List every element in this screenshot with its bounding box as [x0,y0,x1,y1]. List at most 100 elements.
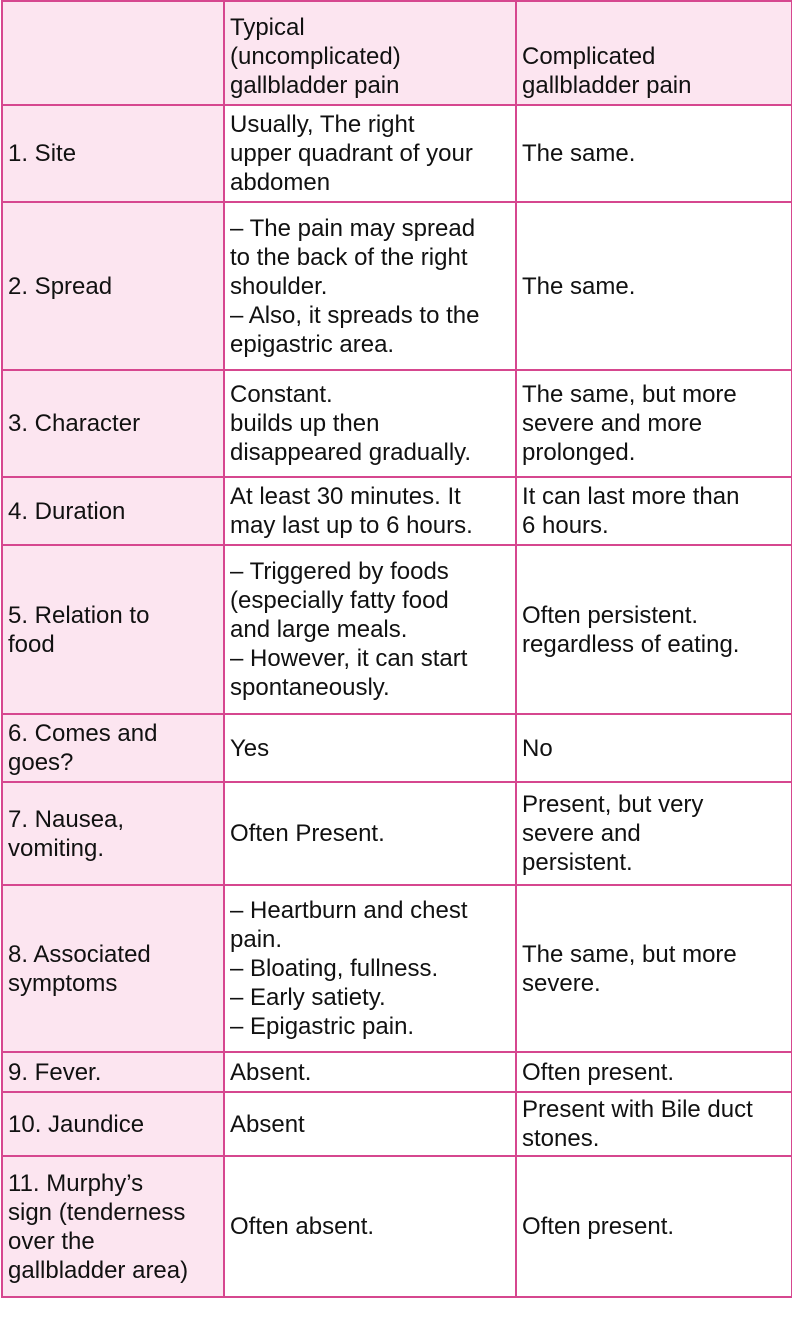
cell-text-line: 4. Duration [8,497,126,525]
cell-text-line: over the [8,1227,95,1255]
cell-text-line: – Early satiety. [230,984,386,1011]
row-label-cell: 9. Fever. [1,1051,225,1093]
typical-pain-cell: Absent. [223,1051,517,1093]
cell-text-line: Complicated [522,43,656,70]
complicated-pain-cell: The same. [515,201,792,371]
table-row: 1. Site Usually, The right upper quadrant … [1,104,792,203]
cell-text-line: – However, it can start [230,645,468,672]
comparison-table-container: Typical (uncomplicated) gallbladder pain C… [1,0,792,1298]
cell-text-line: to the back of the right [230,243,468,271]
cell-text-line: Constant. [230,381,333,408]
cell-text-line: – Also, it spreads to the [230,301,480,329]
cell-text-line: food [8,630,55,658]
complicated-pain-cell: Present, but very severe and persistent. [515,781,792,886]
gallbladder-pain-comparison-table: Typical (uncomplicated) gallbladder pain C… [1,0,792,1298]
row-label-cell: 3. Character [1,369,225,478]
row-label-cell: 5. Relation to food [1,544,225,715]
table-row: 3. Character Constant. builds up then disap… [1,369,792,478]
typical-pain-cell: Constant. builds up then disappeared gradu… [223,369,517,478]
cell-text-line: severe and [522,820,641,847]
cell-text-line: – Heartburn and chest [230,897,468,924]
cell-text-line: gallbladder pain [230,72,400,99]
table-row: 10. Jaundice Absent Present with Bile duct… [1,1091,792,1157]
cell-text-line: pain. [230,926,283,953]
row-label-cell: 2. Spread [1,201,225,371]
cell-text-line: The same, but more [522,940,737,968]
typical-pain-cell: Often Present. [223,781,517,886]
complicated-pain-cell: It can last more than 6 hours. [515,476,792,546]
typical-pain-cell: – The pain may spread to the back of the … [223,201,517,371]
complicated-pain-cell: Often persistent. regardless of eating. [515,544,792,715]
cell-text-line: 1. Site [8,140,77,167]
cell-text-line: sign (tenderness [8,1198,186,1226]
cell-text-line: 6. Comes and [8,720,158,747]
header-complicated: Complicated gallbladder pain [515,0,792,106]
typical-pain-cell: – Heartburn and chest pain. – Bloating, fu… [223,884,517,1053]
cell-text-line: Often present. [522,1213,675,1240]
row-label-cell: 8. Associated symptoms [1,884,225,1053]
typical-pain-cell: – Triggered by foods (especially fatty fo… [223,544,517,715]
cell-text-line: shoulder. [230,272,328,300]
cell-text-line: upper quadrant of your [230,140,473,167]
complicated-pain-cell: Present with Bile duct stones. [515,1091,792,1157]
cell-text-line: – Epigastric pain. [230,1013,415,1040]
row-label-cell: 6. Comes and goes? [1,713,225,783]
cell-text-line: (uncomplicated) [230,43,401,70]
row-label-cell: 7. Nausea, vomiting. [1,781,225,886]
cell-text-line: 8. Associated [8,940,151,968]
cell-text-line: 6 hours. [522,512,609,539]
cell-text-line: abdomen [230,169,331,196]
cell-text-line: 9. Fever. [8,1058,102,1086]
table-row: 8. Associated symptoms – Heartburn and che… [1,884,792,1053]
complicated-pain-cell: The same. [515,104,792,203]
typical-pain-cell: Often absent. [223,1155,517,1298]
cell-text-line: It can last more than [522,483,740,510]
table-row: 2. Spread – The pain may spread to the bac… [1,201,792,371]
cell-text-line: – Triggered by foods [230,558,449,585]
complicated-pain-cell: The same, but more severe. [515,884,792,1053]
complicated-pain-cell: Often present. [515,1051,792,1093]
row-label-cell: 10. Jaundice [1,1091,225,1157]
cell-text-line: may last up to 6 hours. [230,512,473,539]
header-empty-cell [1,0,225,106]
cell-text-line: 10. Jaundice [8,1110,145,1138]
cell-text-line: Present with Bile duct [522,1096,753,1123]
cell-text-line: severe and more [522,410,703,437]
typical-pain-cell: Yes [223,713,517,783]
cell-text-line: symptoms [8,969,118,997]
complicated-pain-cell: No [515,713,792,783]
cell-text-line: Absent [230,1110,305,1138]
cell-text-line: persistent. [522,849,633,876]
cell-text-line: No [522,734,553,762]
cell-text-line: – The pain may spread [230,214,476,242]
cell-text-line: Often Present. [230,820,385,847]
cell-text-line: gallbladder area) [8,1256,189,1284]
row-label-cell: 1. Site [1,104,225,203]
cell-text-line: gallbladder pain [522,72,692,99]
cell-text-line: regardless of eating. [522,630,740,658]
cell-text-line: epigastric area. [230,330,395,358]
cell-text-line: Often absent. [230,1213,375,1240]
typical-pain-cell: Absent [223,1091,517,1157]
cell-text-line: Often persistent. [522,601,699,629]
table-row: 5. Relation to food – Triggered by foods (e… [1,544,792,715]
cell-text-line: goes? [8,749,74,776]
cell-text-line: 5. Relation to [8,601,150,629]
cell-text-line: Typical [230,14,305,41]
cell-text-line: Usually, The right [230,111,415,138]
row-label-cell: 4. Duration [1,476,225,546]
cell-text-line: The same. [522,140,636,167]
cell-text-line: builds up then [230,410,380,437]
cell-text-line: disappeared gradually. [230,439,472,466]
cell-text-line: and large meals. [230,616,408,643]
cell-text-line: Yes [230,734,270,762]
cell-text-line: 11. Murphy’s [8,1169,144,1197]
cell-text-line: At least 30 minutes. It [230,483,461,510]
table-row: 4. Duration At least 30 minutes. It may la… [1,476,792,546]
cell-text-line: The same, but more [522,381,737,408]
cell-text-line: Present, but very [522,791,704,818]
typical-pain-cell: At least 30 minutes. It may last up to 6 … [223,476,517,546]
cell-text-line: – Bloating, fullness. [230,955,439,982]
cell-text-line: Absent. [230,1058,312,1086]
cell-text-line: vomiting. [8,834,105,862]
